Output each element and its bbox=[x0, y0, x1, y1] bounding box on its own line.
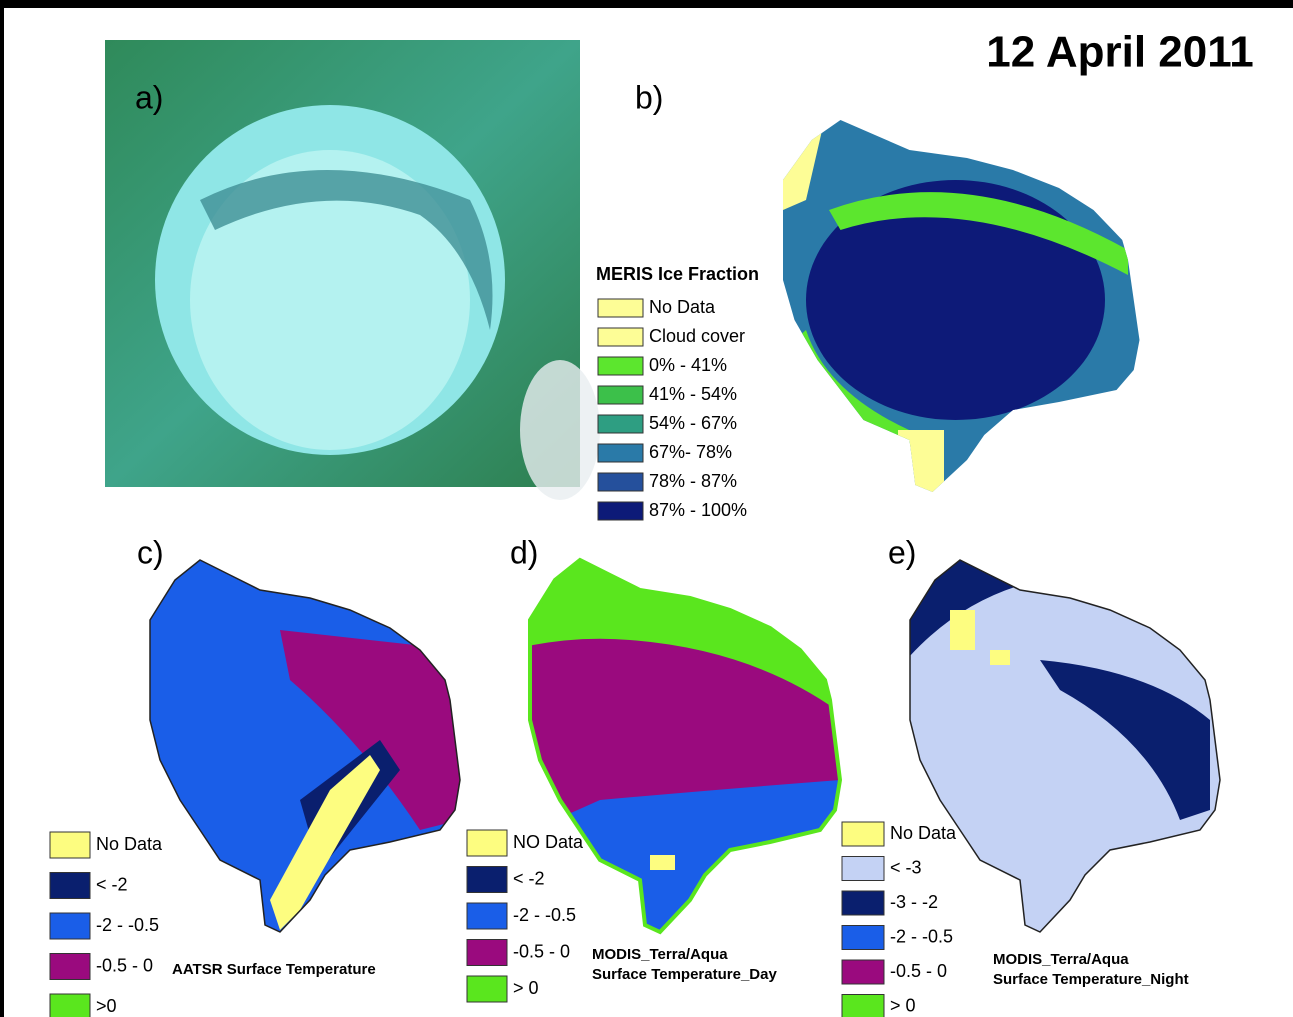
legend-swatch bbox=[467, 940, 507, 966]
legend-label: -2 - -0.5 bbox=[513, 905, 576, 925]
legend-swatch bbox=[842, 857, 884, 881]
figure-title: 12 April 2011 bbox=[986, 28, 1253, 77]
legend-label: 0% - 41% bbox=[649, 355, 727, 375]
legend-swatch bbox=[598, 299, 643, 317]
map-caption: MODIS_Terra/Aqua bbox=[993, 951, 1129, 968]
legend-swatch bbox=[467, 903, 507, 929]
map-b bbox=[760, 100, 1140, 500]
legend-swatch bbox=[598, 502, 643, 520]
map-caption: Surface Temperature_Day bbox=[592, 966, 777, 983]
legend-swatch bbox=[598, 473, 643, 491]
legend-label: -2 - -0.5 bbox=[890, 926, 953, 946]
legend-label: NO Data bbox=[513, 832, 584, 852]
panel-label: a) bbox=[135, 79, 163, 115]
legend-swatch bbox=[842, 926, 884, 950]
map-caption: Surface Temperature_Night bbox=[993, 971, 1189, 988]
legend-swatch bbox=[467, 867, 507, 893]
legend-swatch bbox=[842, 995, 884, 1017]
legend-label: -3 - -2 bbox=[890, 892, 938, 912]
frame-top bbox=[0, 0, 1293, 8]
legend-swatch bbox=[598, 328, 643, 346]
legend-swatch bbox=[842, 960, 884, 984]
legend-label: < -3 bbox=[890, 857, 922, 877]
legend-label: 87% - 100% bbox=[649, 500, 747, 520]
legend-label: -2 - -0.5 bbox=[96, 915, 159, 935]
map-e bbox=[890, 540, 1220, 932]
legend-swatch bbox=[467, 830, 507, 856]
map-d bbox=[510, 540, 850, 940]
legend-swatch bbox=[842, 891, 884, 915]
satellite-image bbox=[105, 40, 600, 500]
legend-label: > 0 bbox=[890, 995, 916, 1015]
legend-label: 78% - 87% bbox=[649, 471, 737, 491]
panel-label: e) bbox=[888, 534, 916, 570]
legend-label: >0 bbox=[96, 996, 117, 1016]
legend-label: Cloud cover bbox=[649, 326, 745, 346]
legend-swatch bbox=[50, 832, 90, 858]
legend-label: < -2 bbox=[513, 868, 545, 888]
legend-swatch bbox=[842, 822, 884, 846]
legend-title: MERIS Ice Fraction bbox=[596, 264, 759, 284]
legend-swatch bbox=[467, 976, 507, 1002]
legend-swatch bbox=[598, 386, 643, 404]
legend-swatch bbox=[50, 873, 90, 899]
legend-swatch bbox=[598, 444, 643, 462]
legend-swatch bbox=[50, 994, 90, 1017]
legend-swatch bbox=[50, 913, 90, 939]
map-caption: AATSR Surface Temperature bbox=[172, 961, 376, 978]
map-caption: MODIS_Terra/Aqua bbox=[592, 946, 728, 963]
legend-label: 67%- 78% bbox=[649, 442, 732, 462]
legend-label: No Data bbox=[890, 823, 957, 843]
legend-swatch bbox=[598, 357, 643, 375]
legend-label: -0.5 - 0 bbox=[890, 961, 947, 981]
legend-swatch bbox=[598, 415, 643, 433]
legend-label: > 0 bbox=[513, 978, 539, 998]
legend-label: -0.5 - 0 bbox=[513, 941, 570, 961]
legend-label: < -2 bbox=[96, 874, 128, 894]
legend-label: 41% - 54% bbox=[649, 384, 737, 404]
legend-label: No Data bbox=[649, 297, 716, 317]
legend-label: No Data bbox=[96, 834, 163, 854]
panel-label: c) bbox=[137, 534, 164, 570]
legend-swatch bbox=[50, 954, 90, 980]
panel-label: d) bbox=[510, 534, 538, 570]
figure: 12 April 2011 a) b) MERIS Ice Fraction No D… bbox=[0, 0, 1293, 1017]
frame-left bbox=[0, 0, 4, 1017]
legend-label: 54% - 67% bbox=[649, 413, 737, 433]
panel-label: b) bbox=[635, 79, 663, 115]
map-c bbox=[150, 560, 460, 932]
legend-label: -0.5 - 0 bbox=[96, 955, 153, 975]
